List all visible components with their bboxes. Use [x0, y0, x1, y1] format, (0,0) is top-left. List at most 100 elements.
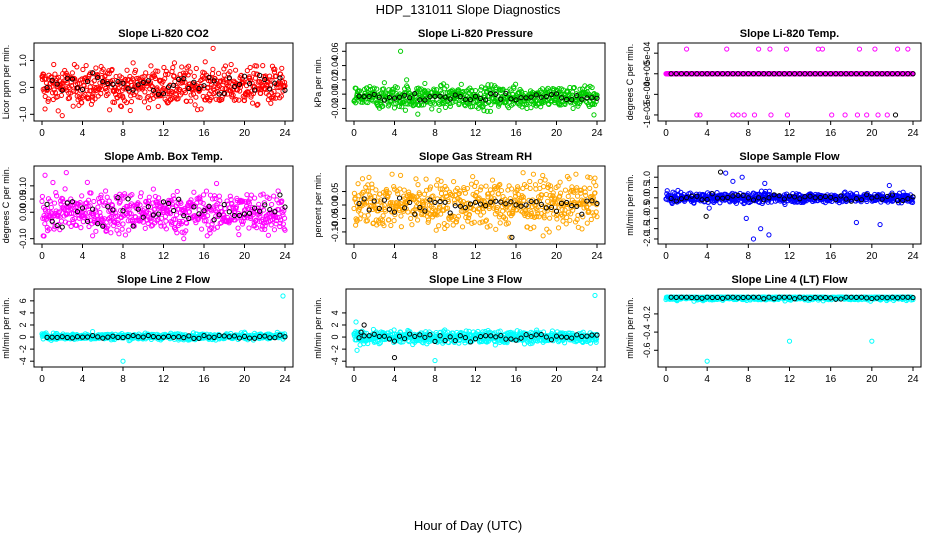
data-point	[211, 78, 217, 84]
data-point	[88, 70, 94, 76]
data-point	[252, 335, 258, 341]
data-point	[140, 79, 146, 86]
data-point	[828, 71, 834, 77]
data-point	[140, 219, 146, 225]
x-tick-label: 0	[39, 374, 45, 385]
data-point	[417, 204, 423, 211]
data-point	[275, 188, 281, 194]
data-point	[536, 214, 542, 220]
data-point	[84, 179, 90, 185]
data-point	[723, 170, 729, 176]
data-point	[356, 93, 362, 99]
data-point	[494, 204, 500, 211]
data-point	[879, 71, 885, 77]
data-point	[90, 206, 96, 212]
data-point	[127, 107, 133, 114]
data-point	[570, 207, 576, 213]
data-point	[125, 333, 131, 340]
data-point	[376, 94, 382, 100]
data-point	[351, 205, 357, 212]
data-point	[538, 94, 544, 100]
data-point	[357, 88, 363, 94]
data-point	[216, 212, 222, 218]
data-point	[589, 95, 595, 101]
y-tick-label: 0.5	[642, 181, 652, 194]
data-point	[381, 222, 387, 229]
data-point	[247, 64, 253, 71]
data-point	[176, 334, 182, 340]
x-tick-label: 24	[907, 128, 919, 139]
data-point	[117, 199, 123, 205]
data-point	[843, 71, 849, 77]
data-point	[252, 87, 258, 93]
data-point	[421, 191, 428, 197]
data-point	[900, 71, 906, 77]
data-point	[540, 172, 546, 179]
data-point	[109, 66, 115, 73]
data-point	[97, 84, 103, 90]
data-point	[854, 190, 860, 197]
data-point	[107, 107, 113, 113]
panel-4: Slope Amb. Box Temp.degrees C per min.0 4…	[1, 151, 294, 262]
data-point	[472, 192, 479, 198]
data-point	[221, 90, 227, 96]
data-point	[470, 174, 476, 180]
data-point	[268, 100, 274, 106]
data-point	[66, 220, 72, 226]
data-point	[758, 226, 764, 232]
data-point	[584, 220, 590, 226]
data-point	[396, 195, 403, 201]
data-point	[498, 187, 505, 194]
data-point	[894, 71, 901, 77]
data-point	[582, 189, 588, 195]
data-point	[244, 192, 250, 198]
data-point	[569, 97, 575, 103]
data-point	[484, 108, 490, 114]
data-point	[828, 194, 834, 200]
data-point	[181, 76, 187, 82]
data-point	[262, 202, 268, 208]
data-point	[467, 97, 474, 103]
data-point	[472, 199, 479, 205]
x-tick-label: 0	[39, 251, 45, 262]
data-point	[664, 188, 670, 194]
data-point	[222, 206, 228, 212]
data-point	[521, 197, 527, 203]
data-point	[277, 192, 283, 198]
data-point	[548, 92, 555, 98]
data-point	[271, 193, 277, 199]
data-point	[554, 216, 560, 222]
data-point	[564, 214, 570, 221]
points-group	[39, 45, 288, 119]
data-point	[117, 207, 124, 214]
data-point	[512, 81, 519, 87]
y-tick-label: -5e-04	[642, 81, 652, 107]
data-point	[537, 178, 543, 184]
data-point	[520, 170, 526, 176]
y-axis-label: ml/min per min.	[625, 174, 635, 236]
data-point	[124, 67, 130, 73]
data-point	[574, 203, 580, 209]
data-point	[74, 208, 81, 215]
data-point	[507, 234, 513, 240]
data-point	[540, 233, 546, 239]
data-point	[766, 71, 772, 77]
data-point	[95, 221, 101, 227]
data-point	[181, 213, 187, 219]
data-point	[145, 203, 151, 210]
data-point	[483, 203, 489, 209]
data-point	[436, 101, 443, 107]
data-point	[766, 232, 772, 238]
data-point	[386, 217, 392, 223]
panel-title: Slope Li-820 Pressure	[418, 28, 533, 40]
data-point	[496, 101, 502, 107]
series-2	[668, 169, 916, 219]
data-point	[152, 206, 158, 212]
data-point	[444, 83, 450, 89]
data-point	[232, 67, 239, 73]
data-point	[593, 98, 599, 105]
data-point	[678, 196, 685, 202]
data-point	[373, 217, 379, 223]
data-point	[165, 200, 172, 207]
data-point	[484, 224, 490, 230]
